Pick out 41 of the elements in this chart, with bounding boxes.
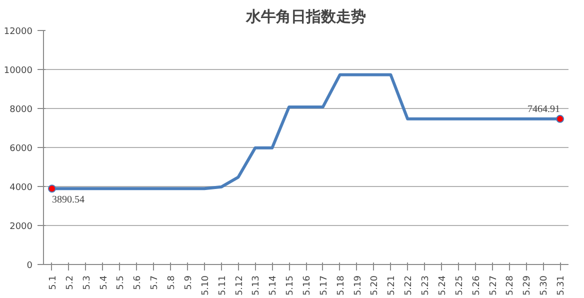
x-tick-label: 5.6 [133,275,144,290]
x-tick-label: 5.15 [286,275,296,296]
x-tick-label: 5.19 [353,275,364,296]
x-tick-label: 5.14 [268,275,279,296]
data-label: 3890.54 [52,194,84,206]
x-tick-label: 5.2 [65,275,76,290]
x-tick-label: 5.28 [506,275,516,296]
x-tick-label: 5.9 [184,275,194,290]
x-tick-label: 5.17 [319,275,330,296]
y-tick-label: 6000 [10,144,33,154]
x-tick-label: 5.1 [48,275,58,290]
x-tick-label: 5.18 [336,275,346,296]
x-tick-label: 5.10 [200,275,211,296]
y-tick-label: 10000 [4,66,33,76]
x-tick-label: 5.12 [234,275,245,296]
y-tick-label: 2000 [10,222,33,232]
y-tick-label: 8000 [10,105,33,115]
x-tick-label: 5.11 [218,275,228,296]
x-tick-label: 5.4 [99,275,110,290]
chart-title: 水牛角日指数走势 [245,8,366,26]
y-tick-label: 12000 [4,27,33,37]
x-tick-label: 5.22 [404,275,414,296]
x-tick-label: 5.31 [556,275,567,296]
x-tick-label: 5.25 [454,275,465,296]
x-tick-label: 5.20 [370,275,380,296]
x-tick-label: 5.24 [438,275,448,296]
y-tick-label: 4000 [10,183,33,193]
x-tick-label: 5.13 [252,275,262,296]
data-label: 7464.91 [528,104,560,115]
y-tick-label: 0 [26,261,33,271]
x-tick-label: 5.26 [472,275,482,296]
x-tick-label: 5.8 [167,275,178,290]
x-tick-label: 5.5 [116,275,126,290]
x-tick-label: 5.7 [150,275,160,290]
x-tick-label: 5.27 [488,275,499,296]
x-tick-label: 5.3 [82,275,92,290]
x-tick-label: 5.16 [302,275,312,296]
x-tick-label: 5.23 [421,275,432,296]
x-tick-label: 5.21 [387,275,398,296]
x-tick-label: 5.29 [522,275,533,296]
x-tick-label: 5.30 [540,275,550,296]
